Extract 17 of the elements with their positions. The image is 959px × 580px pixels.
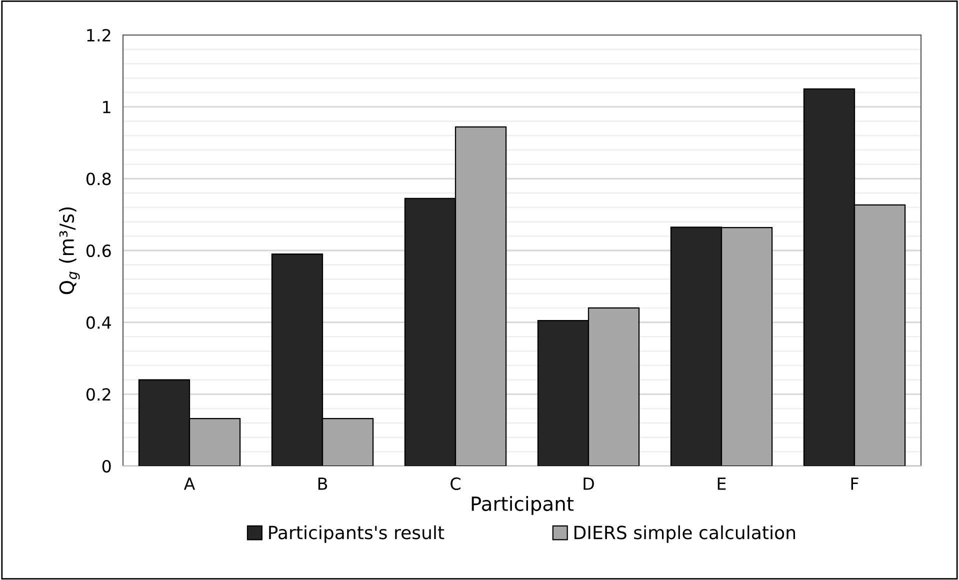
y-tick-label: 0.2: [86, 388, 110, 401]
x-tick-label: F: [851, 478, 858, 490]
y-axis-title: Q$_{g}$ (m³/s): [59, 207, 80, 294]
x-tick-label: D: [584, 478, 594, 490]
y-tick-label: 0.4: [86, 316, 111, 329]
y-tick-label: 0: [102, 460, 111, 473]
y-tick-label: 0.8: [86, 172, 111, 186]
y-tick-label: 0.6: [86, 244, 111, 258]
x-tick-label: E: [718, 478, 726, 490]
legend-label: DIERS simple calculation: [574, 525, 795, 543]
x-tick-label: C: [450, 477, 460, 490]
x-tick-label: A: [184, 478, 196, 490]
legend-label: Participants's result: [269, 525, 444, 543]
y-tick-label: 1.2: [87, 28, 110, 42]
x-axis-title: Participant: [472, 496, 574, 515]
y-tick-label: 1: [103, 101, 110, 114]
x-tick-label: B: [318, 478, 328, 490]
